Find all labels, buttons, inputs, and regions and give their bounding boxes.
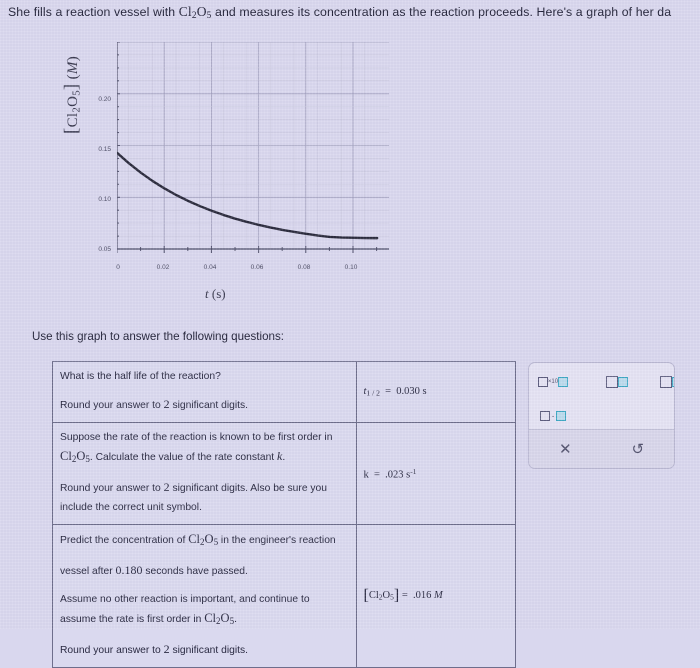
placeholder-box-icon	[537, 377, 548, 387]
placeholder-box-icon	[555, 411, 566, 421]
answer-subscript: 1 / 2	[366, 388, 380, 398]
y-tick-label-0.20: 0.20	[98, 96, 111, 103]
subscript-icon[interactable]	[597, 369, 637, 395]
y-axis-ticks	[117, 42, 120, 250]
multiplication-dot-icon: ·	[551, 410, 555, 422]
question-line: assume the rate is first order in Cl2O5.	[60, 610, 237, 626]
answer-cell-rate-constant[interactable]: k = .023 s-1	[355, 422, 516, 525]
chart-x-axis-label: t (s)	[205, 286, 226, 301]
clear-icon[interactable]: ✕	[558, 441, 572, 458]
subscript-placeholder-box-icon	[618, 377, 628, 387]
answer-symbol: [Cl2O5]	[363, 586, 400, 604]
placeholder-box-icon	[540, 411, 551, 421]
answer-cell-predict-concentration[interactable]: [Cl2O5] = .016 M	[355, 523, 516, 668]
answer-equals: =	[385, 386, 392, 398]
question-line: vessel after 0.180 seconds have passed.	[60, 562, 248, 577]
y-tick-label-0.05: 0.05	[98, 246, 111, 253]
answer-symbol: t	[363, 386, 367, 398]
x-tick-label-0.10: 0.10	[344, 264, 358, 271]
placeholder-box-icon	[606, 376, 618, 388]
questions-prompt: Use this graph to answer the following q…	[32, 330, 284, 343]
question-line: Round your answer to 2 significant digit…	[60, 397, 249, 411]
intro-text-before: She fills a reaction vessel with	[8, 5, 179, 19]
x-tick-label-0.02: 0.02	[156, 264, 170, 271]
x-tick-label-0: 0	[116, 264, 120, 271]
superscript-placeholder-box-icon	[672, 377, 674, 387]
question-line: Suppose the rate of the reaction is know…	[60, 432, 333, 443]
superscript-icon[interactable]	[651, 369, 674, 395]
scientific-notation-icon[interactable]: ×10	[533, 369, 573, 395]
math-toolbar-footer: ✕ ↺	[529, 429, 674, 468]
times-ten-label: ×10	[547, 379, 559, 385]
intro-text-after: and measures its concentration as the re…	[211, 5, 672, 19]
table-row: What is the half life of the reaction? R…	[52, 361, 516, 423]
answer-cell-half-life[interactable]: t1 / 2 = 0.030 s	[355, 361, 516, 423]
answer-symbol: k	[363, 469, 369, 481]
x-tick-label-0.04: 0.04	[203, 264, 217, 271]
question-line: Assume no other reaction is important, a…	[60, 593, 310, 605]
question-line: What is the half life of the reaction?	[60, 371, 221, 382]
undo-icon[interactable]: ↺	[631, 441, 645, 458]
table-row: Suppose the rate of the reaction is know…	[52, 422, 516, 525]
x-axis-ticks	[117, 246, 378, 253]
answer-equals: =	[401, 589, 408, 601]
question-line: Round your answer to 2 significant digit…	[60, 479, 328, 494]
multiply-dot-icon[interactable]: ·	[533, 403, 573, 429]
answer-value: 0.030 s	[396, 386, 427, 398]
minor-horizontal-gridlines	[117, 54, 389, 237]
math-input-toolbar: ×10 · ✕ ↺	[528, 362, 675, 469]
y-tick-label-0.10: 0.10	[98, 196, 111, 203]
chart-plot-area	[117, 42, 389, 260]
question-line: Predict the concentration of Cl2O5 in th…	[60, 531, 336, 547]
question-line: Cl2O5. Calculate the value of the rate c…	[60, 449, 286, 464]
questions-table: What is the half life of the reaction? R…	[52, 361, 516, 668]
x-tick-label-0.08: 0.08	[297, 264, 311, 271]
question-line: include the correct unit symbol.	[60, 501, 202, 513]
answer-value: .016 M	[413, 589, 443, 601]
concentration-vs-time-chart: [Cl2O5] (M) t (s) 0.20 0.15 0.10 0.05 0 …	[55, 36, 400, 306]
y-tick-label-0.15: 0.15	[98, 146, 111, 153]
chart-y-axis-label: [Cl2O5] (M)	[61, 55, 83, 135]
question-cell-rate-constant: Suppose the rate of the reaction is know…	[52, 422, 357, 525]
exponent-placeholder-box-icon	[558, 377, 569, 387]
x-tick-label-0.06: 0.06	[250, 264, 264, 271]
intro-compound-formula: Cl2O5	[178, 4, 212, 22]
concentration-decay-curve	[117, 151, 379, 240]
question-cell-predict-concentration: Predict the concentration of Cl2O5 in th…	[52, 523, 357, 668]
problem-intro-text: She fills a reaction vessel with Cl2O5 a…	[8, 4, 700, 24]
chart-svg	[117, 42, 389, 253]
answer-exponent: -1	[410, 466, 417, 476]
question-line: Round your answer to 2 significant digit…	[60, 641, 249, 656]
table-row: Predict the concentration of Cl2O5 in th…	[52, 523, 516, 668]
answer-equals: =	[374, 469, 380, 481]
placeholder-box-icon	[660, 376, 672, 388]
question-cell-half-life: What is the half life of the reaction? R…	[52, 361, 357, 423]
math-toolbar-button-grid: ×10 ·	[529, 363, 674, 430]
answer-value: .023 s	[385, 469, 411, 481]
major-horizontal-gridlines	[117, 42, 389, 198]
